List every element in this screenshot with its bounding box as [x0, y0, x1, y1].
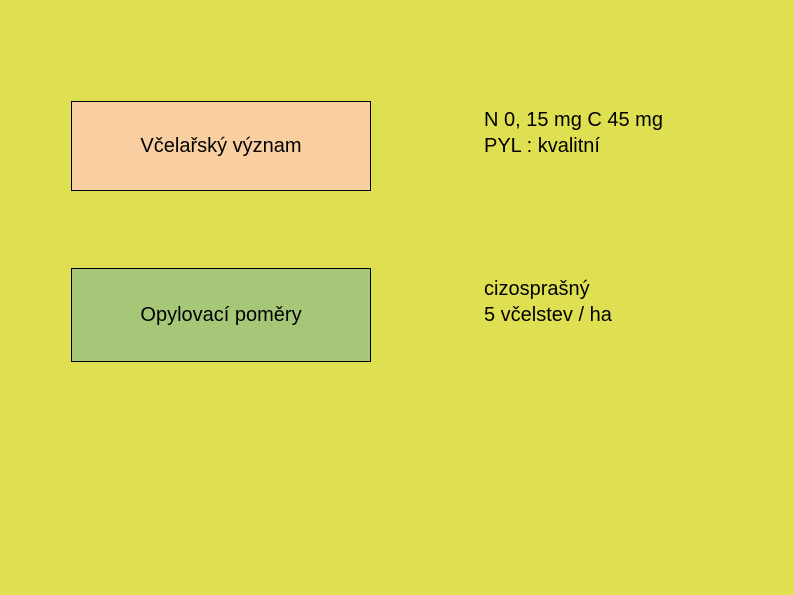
text-2-line-2: 5 včelstev / ha: [484, 302, 612, 328]
box-label-2: Opylovací poměry: [140, 304, 301, 327]
text-block-1: N 0, 15 mg C 45 mg PYL : kvalitní: [484, 107, 663, 159]
box-vcelarsky-vyznam: Včelařský význam: [71, 101, 371, 191]
box-opylovaci-pomery: Opylovací poměry: [71, 268, 371, 362]
text-block-2: cizosprašný 5 včelstev / ha: [484, 276, 612, 328]
box-label-1: Včelařský význam: [140, 135, 301, 158]
text-1-line-1: N 0, 15 mg C 45 mg: [484, 107, 663, 133]
text-1-line-2: PYL : kvalitní: [484, 133, 663, 159]
text-2-line-1: cizosprašný: [484, 276, 612, 302]
